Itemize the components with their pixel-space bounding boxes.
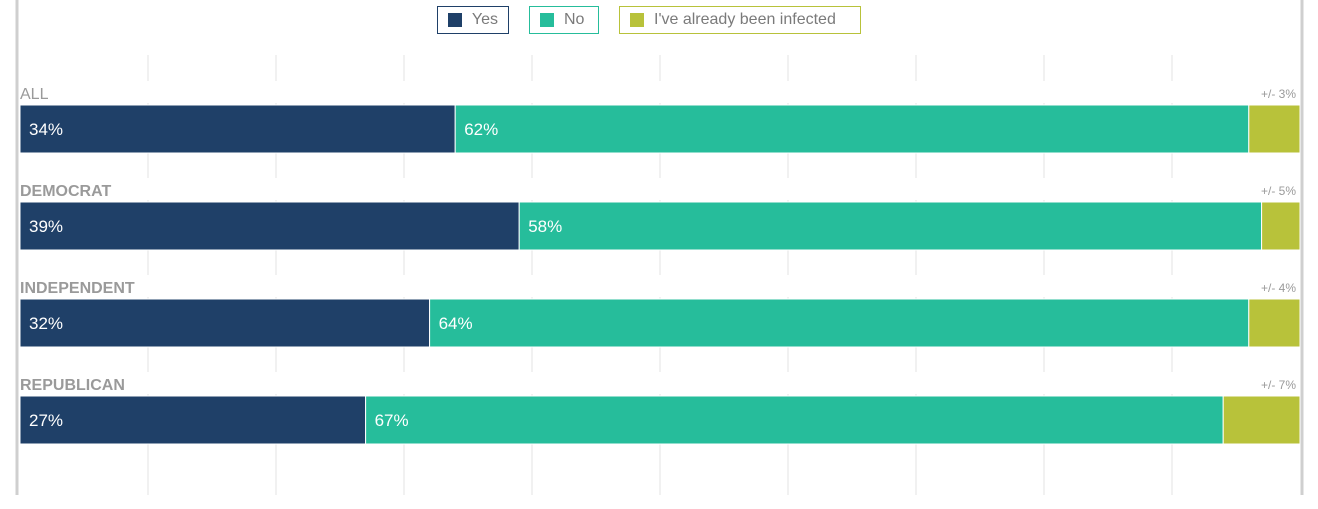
category-label: ALL — [20, 86, 49, 103]
bar-segment-infected[interactable] — [1248, 298, 1301, 348]
bar-segment-yes[interactable] — [19, 298, 431, 348]
label-band — [20, 372, 1300, 394]
label-band — [20, 178, 1300, 200]
data-label: 62% — [464, 120, 498, 139]
data-label: 58% — [528, 217, 562, 236]
data-label: 39% — [29, 217, 63, 236]
legend-swatch-no — [540, 13, 554, 27]
legend-item-yes[interactable]: Yes — [437, 6, 509, 34]
bar-segment-no[interactable] — [365, 395, 1224, 445]
legend-label-infected: I've already been infected — [654, 11, 836, 28]
bar-segment-yes[interactable] — [19, 395, 367, 445]
legend-label-yes: Yes — [471, 11, 498, 28]
legend: Yes No I've already been infected — [0, 6, 1318, 36]
data-label: 64% — [439, 314, 473, 333]
bar-segment-no[interactable] — [429, 298, 1250, 348]
legend-swatch-infected — [630, 13, 644, 27]
legend-label-no: No — [564, 11, 585, 28]
margin-of-error: +/- 7% — [1261, 378, 1296, 392]
bar-segment-yes[interactable] — [19, 104, 456, 154]
bar-segment-no[interactable] — [518, 201, 1263, 251]
category-label: INDEPENDENT — [20, 280, 135, 297]
bar-segment-infected[interactable] — [1248, 104, 1301, 154]
legend-swatch-yes — [448, 13, 462, 27]
data-label: 34% — [29, 120, 63, 139]
margin-of-error: +/- 4% — [1261, 281, 1296, 295]
bar-rows: ALL +/- 3% 34% 62% DEMOCRAT +/- 5% 39% 58% INDEP… — [19, 81, 1301, 445]
category-label: REPUBLICAN — [20, 377, 125, 394]
margin-of-error: +/- 3% — [1261, 87, 1296, 101]
legend-item-no[interactable]: No — [529, 6, 599, 34]
bar-segment-infected[interactable] — [1222, 395, 1301, 445]
data-label: 27% — [29, 411, 63, 430]
label-band — [20, 81, 1300, 103]
margin-of-error: +/- 5% — [1261, 184, 1296, 198]
data-label: 32% — [29, 314, 63, 333]
bar-segment-infected[interactable] — [1261, 201, 1301, 251]
category-label: DEMOCRAT — [20, 183, 111, 200]
label-band — [20, 275, 1300, 297]
legend-item-infected[interactable]: I've already been infected — [619, 6, 861, 34]
bar-segment-yes[interactable] — [19, 201, 520, 251]
data-label: 67% — [375, 411, 409, 430]
bar-segment-no[interactable] — [454, 104, 1250, 154]
